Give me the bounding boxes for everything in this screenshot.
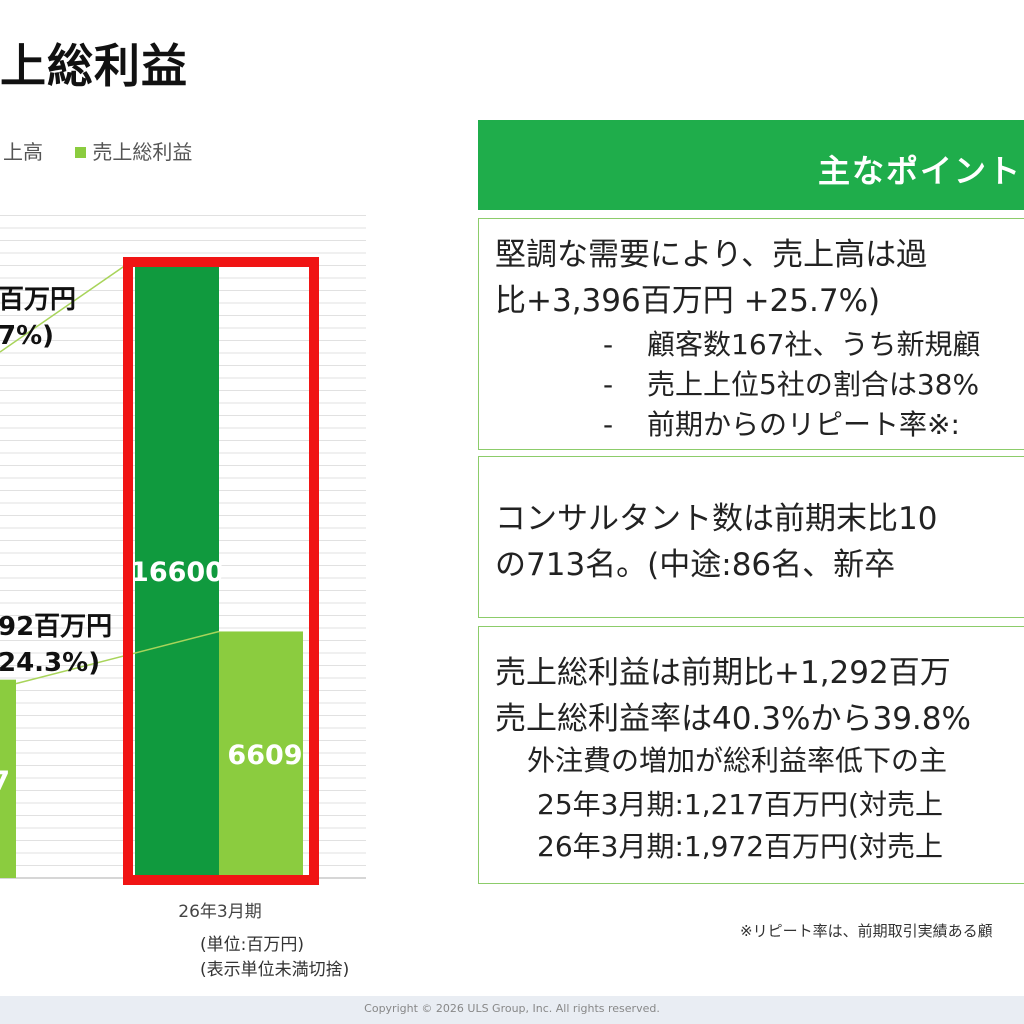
legend-swatch-gross-profit [75,147,87,158]
point3-line-3: 外注費の増加が総利益率低下の主 [527,744,948,777]
point3-line-2: 売上総利益率は40.3%から39.8% [495,701,971,737]
chart-legend: 上高 売上総利益 [0,136,192,165]
repeat-rate-footnote: ※リピート率は、前期取引実績ある顧 [740,922,993,940]
point-box-consultants: コンサルタント数は前期末比10 の713名。(中途:86名、新卒 [478,456,1024,618]
bar-gross-profit-1 [219,631,303,878]
page-title: 上総利益 [0,39,188,93]
annotation-gross-profit-line-1: 92百万円 [0,612,112,642]
annotation-sales-line-1: 百万円 [0,285,76,315]
x-tick-label-2: 26年3月期 [178,902,262,922]
legend-label-sales: 上高 [3,140,43,164]
point1-bullet-1: - 顧客数167社、うち新規顧 [603,328,981,361]
point-box-gross-profit: 売上総利益は前期比+1,292百万 売上総利益率は40.3%から39.8% 外注… [478,626,1024,884]
data-label-sales-2: 16600 [130,557,224,588]
unit-note-line-1: (単位:百万円) [200,935,304,955]
point3-line-4: 25年3月期:1,217百万円(対売上 [537,788,943,821]
highlight-frame [123,257,319,885]
point-box-sales: 堅調な需要により、売上高は過 比+3,396百万円 +25.7%) - 顧客数16… [478,218,1024,450]
point3-line-1: 売上総利益は前期比+1,292百万 [495,655,951,691]
annotation-gross-profit-line-2: 24.3%) [0,648,100,678]
point2-line-1: コンサルタント数は前期末比10 [495,501,938,537]
copyright-text: Copyright © 2026 ULS Group, Inc. All rig… [364,1002,660,1015]
point2-line-2: の713名。(中途:86名、新卒 [495,547,896,583]
point1-line-2: 比+3,396百万円 +25.7%) [495,283,881,319]
connector-sales [0,258,136,353]
legend-label-gross-profit: 売上総利益 [92,140,193,164]
connector-gross-profit [15,630,220,685]
point1-bullet-3: - 前期からのリピート率※: [603,408,960,441]
points-header-title: 主なポイント [818,152,1023,190]
data-label-gross-profit-1: 7 [0,766,10,797]
bar-gross-profit-0 [0,679,16,878]
footer-bar: Copyright © 2026 ULS Group, Inc. All rig… [0,996,1024,1024]
point1-line-1: 堅調な需要により、売上高は過 [495,237,928,273]
unit-note-line-2: (表示単位未満切捨) [200,960,350,980]
bar-chart: 16600 6609 7 百万円 7%) 92百万円 24.3%) [0,215,366,885]
bar-sales-1 [135,258,219,878]
point3-line-5: 26年3月期:1,972百万円(対売上 [537,830,943,863]
points-header: 主なポイント [478,120,1024,210]
data-label-gross-profit-2: 6609 [227,740,302,771]
annotation-sales-line-2: 7%) [0,321,54,351]
chart-unit-note: (単位:百万円) (表示単位未満切捨) [200,933,349,983]
point1-bullet-2: - 売上上位5社の割合は38% [603,368,980,401]
